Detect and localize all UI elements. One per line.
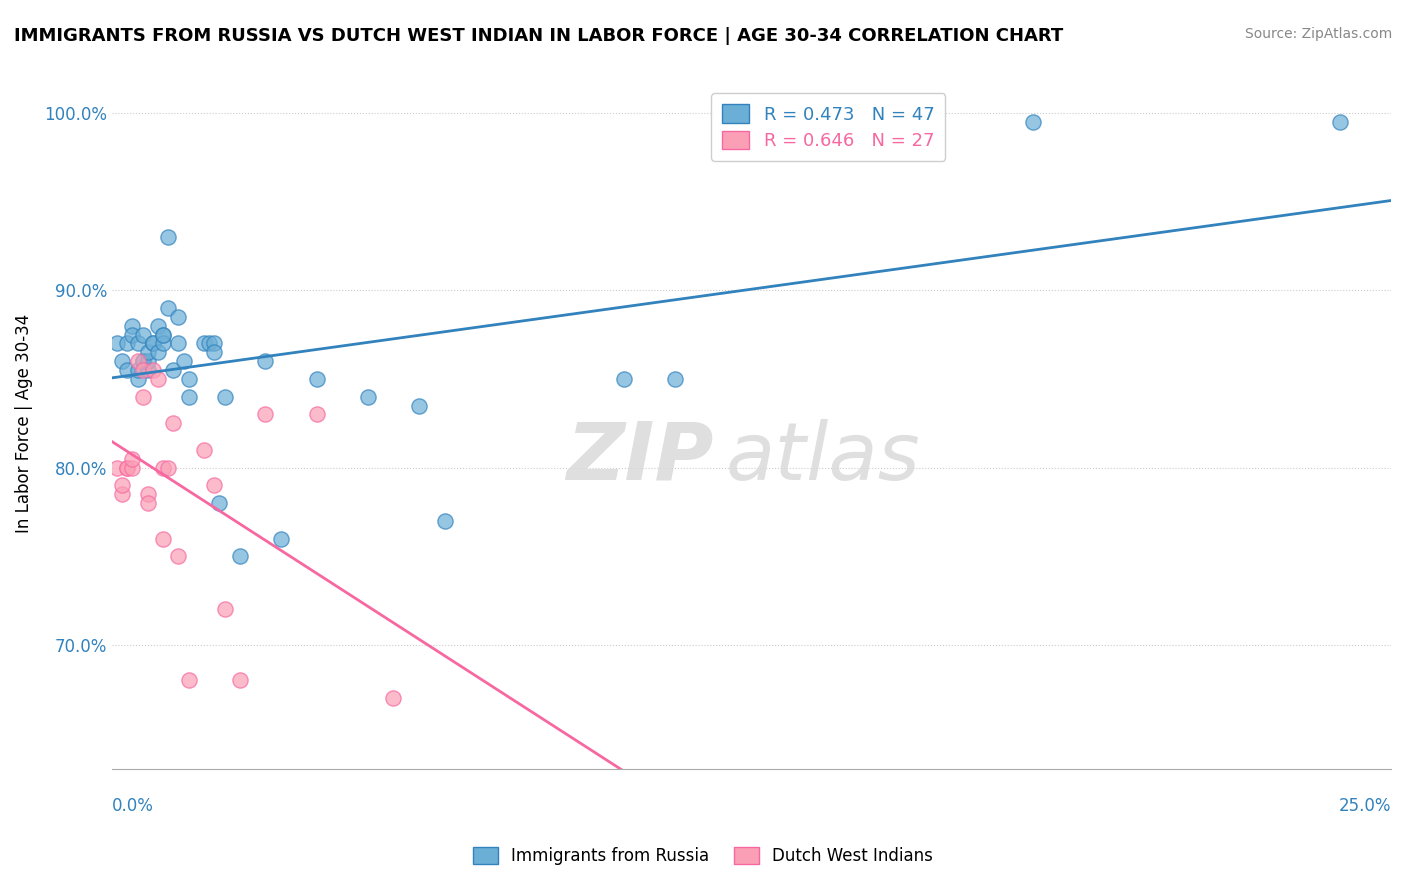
Point: [214, 390, 236, 404]
Point: [193, 442, 215, 457]
Point: [117, 460, 139, 475]
Point: [198, 336, 221, 351]
Text: ZIP: ZIP: [565, 419, 713, 497]
Point: [613, 372, 636, 386]
Point: [142, 336, 165, 351]
Point: [152, 532, 174, 546]
Point: [152, 327, 174, 342]
Point: [127, 363, 149, 377]
Point: [254, 354, 277, 368]
Point: [111, 487, 134, 501]
Point: [117, 363, 139, 377]
Point: [105, 460, 128, 475]
Point: [146, 345, 169, 359]
Text: atlas: atlas: [725, 419, 921, 497]
Point: [146, 372, 169, 386]
Point: [157, 301, 180, 315]
Text: IMMIGRANTS FROM RUSSIA VS DUTCH WEST INDIAN IN LABOR FORCE | AGE 30-34 CORRELATI: IMMIGRANTS FROM RUSSIA VS DUTCH WEST IND…: [14, 27, 1063, 45]
Y-axis label: In Labor Force | Age 30-34: In Labor Force | Age 30-34: [15, 314, 32, 533]
Point: [111, 354, 134, 368]
Point: [162, 417, 184, 431]
Point: [202, 478, 225, 492]
Point: [136, 487, 159, 501]
Point: [127, 372, 149, 386]
Point: [121, 318, 143, 333]
Point: [152, 327, 174, 342]
Point: [408, 399, 430, 413]
Point: [131, 354, 153, 368]
Point: [214, 602, 236, 616]
Point: [131, 363, 153, 377]
Point: [142, 363, 165, 377]
Text: Source: ZipAtlas.com: Source: ZipAtlas.com: [1244, 27, 1392, 41]
Point: [127, 354, 149, 368]
Point: [177, 372, 200, 386]
Point: [157, 460, 180, 475]
Point: [254, 408, 277, 422]
Point: [305, 372, 328, 386]
Point: [167, 336, 190, 351]
Point: [157, 230, 180, 244]
Point: [152, 336, 174, 351]
Point: [167, 310, 190, 324]
Point: [136, 363, 159, 377]
Legend: Immigrants from Russia, Dutch West Indians: Immigrants from Russia, Dutch West India…: [463, 837, 943, 875]
Point: [117, 336, 139, 351]
Point: [127, 336, 149, 351]
Point: [136, 354, 159, 368]
Point: [1022, 115, 1045, 129]
Point: [152, 460, 174, 475]
Point: [142, 336, 165, 351]
Point: [193, 336, 215, 351]
Point: [202, 336, 225, 351]
Point: [270, 532, 292, 546]
Point: [105, 336, 128, 351]
Point: [121, 451, 143, 466]
Point: [117, 460, 139, 475]
Text: 0.0%: 0.0%: [112, 797, 153, 814]
Point: [162, 363, 184, 377]
Point: [136, 345, 159, 359]
Point: [121, 327, 143, 342]
Point: [173, 354, 195, 368]
Legend: R = 0.473   N = 47, R = 0.646   N = 27: R = 0.473 N = 47, R = 0.646 N = 27: [711, 94, 945, 161]
Point: [146, 318, 169, 333]
Point: [167, 549, 190, 564]
Point: [177, 390, 200, 404]
Point: [229, 549, 252, 564]
Point: [121, 460, 143, 475]
Point: [131, 327, 153, 342]
Point: [357, 390, 380, 404]
Point: [1329, 115, 1351, 129]
Point: [382, 691, 405, 706]
Point: [305, 408, 328, 422]
Point: [229, 673, 252, 688]
Point: [131, 354, 153, 368]
Point: [131, 390, 153, 404]
Point: [664, 372, 686, 386]
Point: [111, 478, 134, 492]
Point: [208, 496, 231, 510]
Point: [433, 514, 456, 528]
Point: [177, 673, 200, 688]
Point: [136, 496, 159, 510]
Point: [202, 345, 225, 359]
Text: 25.0%: 25.0%: [1339, 797, 1391, 814]
